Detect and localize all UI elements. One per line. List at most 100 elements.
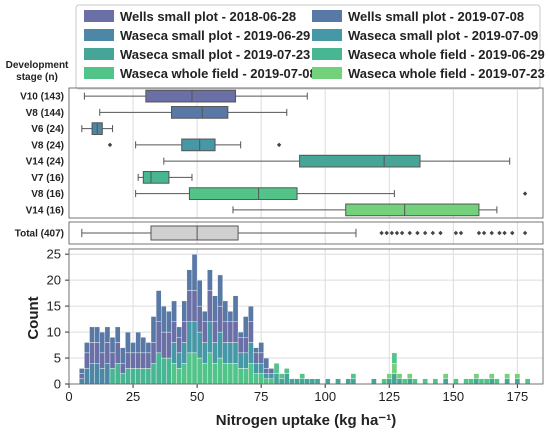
hist-bar [186, 321, 193, 354]
y-tick-label: 5 [54, 351, 61, 366]
total-outlier [430, 230, 436, 236]
hist-bar [114, 326, 121, 343]
hist-bar [232, 295, 239, 322]
total-outlier [497, 230, 502, 236]
hist-bar [140, 352, 147, 369]
hist-bar [232, 342, 239, 364]
hist-bar [483, 378, 490, 385]
box-category-label: V10 (143) [20, 92, 64, 103]
legend-swatch [312, 29, 342, 41]
hist-bar [248, 363, 254, 385]
hist-bar [89, 363, 95, 385]
x-tick-label: 175 [507, 389, 529, 404]
hist-bar [181, 363, 188, 385]
hist-bar [202, 311, 208, 322]
box-outlier [276, 142, 282, 148]
box-category-label: V8 (16) [31, 189, 64, 200]
hist-bar [140, 337, 147, 354]
box-category-label: V14 (16) [26, 205, 64, 216]
hist-bar [268, 378, 275, 385]
hist-bar [79, 368, 85, 374]
hist-bar [114, 363, 121, 385]
hist-bar [186, 352, 193, 385]
hist-bar [248, 305, 254, 322]
legend-label: Waseca small plot - 2019-07-23 [120, 47, 310, 62]
hist-bar [109, 352, 116, 369]
hist-bar [273, 373, 280, 385]
hist-bar [176, 326, 182, 338]
hist-bar [109, 368, 116, 385]
hist-bar [284, 368, 290, 374]
hist-bar [391, 352, 398, 364]
hist-bar [104, 326, 111, 343]
x-tick-label: 25 [126, 389, 140, 404]
box-box [299, 154, 421, 168]
hist-bar [130, 352, 136, 369]
hist-bar [161, 305, 167, 333]
hist-bar [181, 300, 188, 322]
hist-bar [196, 357, 203, 385]
hist-bar [222, 321, 229, 343]
hist-bar [171, 321, 177, 343]
hist-bar [145, 368, 152, 385]
hist-bar [222, 363, 229, 385]
hist-bar [104, 342, 111, 364]
hist-bar [217, 357, 223, 385]
hist-bar [407, 373, 413, 380]
hist-bar [94, 342, 100, 364]
hist-bar [120, 363, 126, 374]
hist-bar [381, 378, 387, 385]
hist-bar [120, 347, 126, 364]
box-outlier [107, 142, 113, 148]
legend-swatch [312, 10, 342, 22]
hist-bar [104, 363, 111, 385]
hist-bar [140, 368, 147, 385]
hist-bar [176, 352, 182, 369]
hist-bar [488, 378, 495, 385]
hist-bar [84, 352, 90, 369]
hist-bar [494, 378, 500, 385]
hist-bar [227, 311, 234, 322]
hist-bar [196, 305, 203, 333]
hist-bar [217, 331, 223, 359]
y-tick-label: 0 [54, 377, 61, 392]
hist-bar [217, 274, 223, 307]
legend-swatch [312, 67, 342, 79]
hist-bar [186, 290, 193, 322]
x-tick-label: 50 [190, 389, 204, 404]
hist-bar [207, 352, 213, 385]
hist-bar [386, 373, 393, 380]
y-axis-label: Count [25, 296, 42, 339]
legend-swatch [84, 67, 114, 79]
hist-bar [253, 363, 259, 374]
hist-bar [196, 279, 203, 307]
hist-bar [345, 378, 352, 385]
hist-bar [463, 378, 469, 385]
hist-bar [176, 368, 182, 385]
hist-bar [202, 321, 208, 343]
hist-bar [504, 373, 510, 380]
hist-bar [248, 321, 254, 343]
hist-bar [125, 368, 131, 385]
hist-bar [89, 326, 95, 343]
hist-bar [299, 378, 305, 385]
y-tick-label: 15 [47, 299, 61, 314]
hist-bar [166, 357, 172, 385]
hist-bar [161, 331, 167, 359]
x-tick-label: 0 [65, 389, 72, 404]
total-outlier [422, 230, 428, 236]
hist-bar [109, 337, 116, 354]
box-box [188, 187, 298, 200]
hist-bar [294, 378, 300, 385]
hist-bar [268, 368, 275, 374]
box-panel-frame [68, 87, 544, 219]
hist-bar [442, 378, 449, 385]
hist-bar [171, 342, 177, 364]
box-category-label: V14 (24) [26, 157, 64, 168]
hist-bar [396, 373, 403, 380]
hist-bar [278, 373, 285, 380]
total-outlier [502, 230, 507, 236]
hist-bar [268, 373, 275, 380]
